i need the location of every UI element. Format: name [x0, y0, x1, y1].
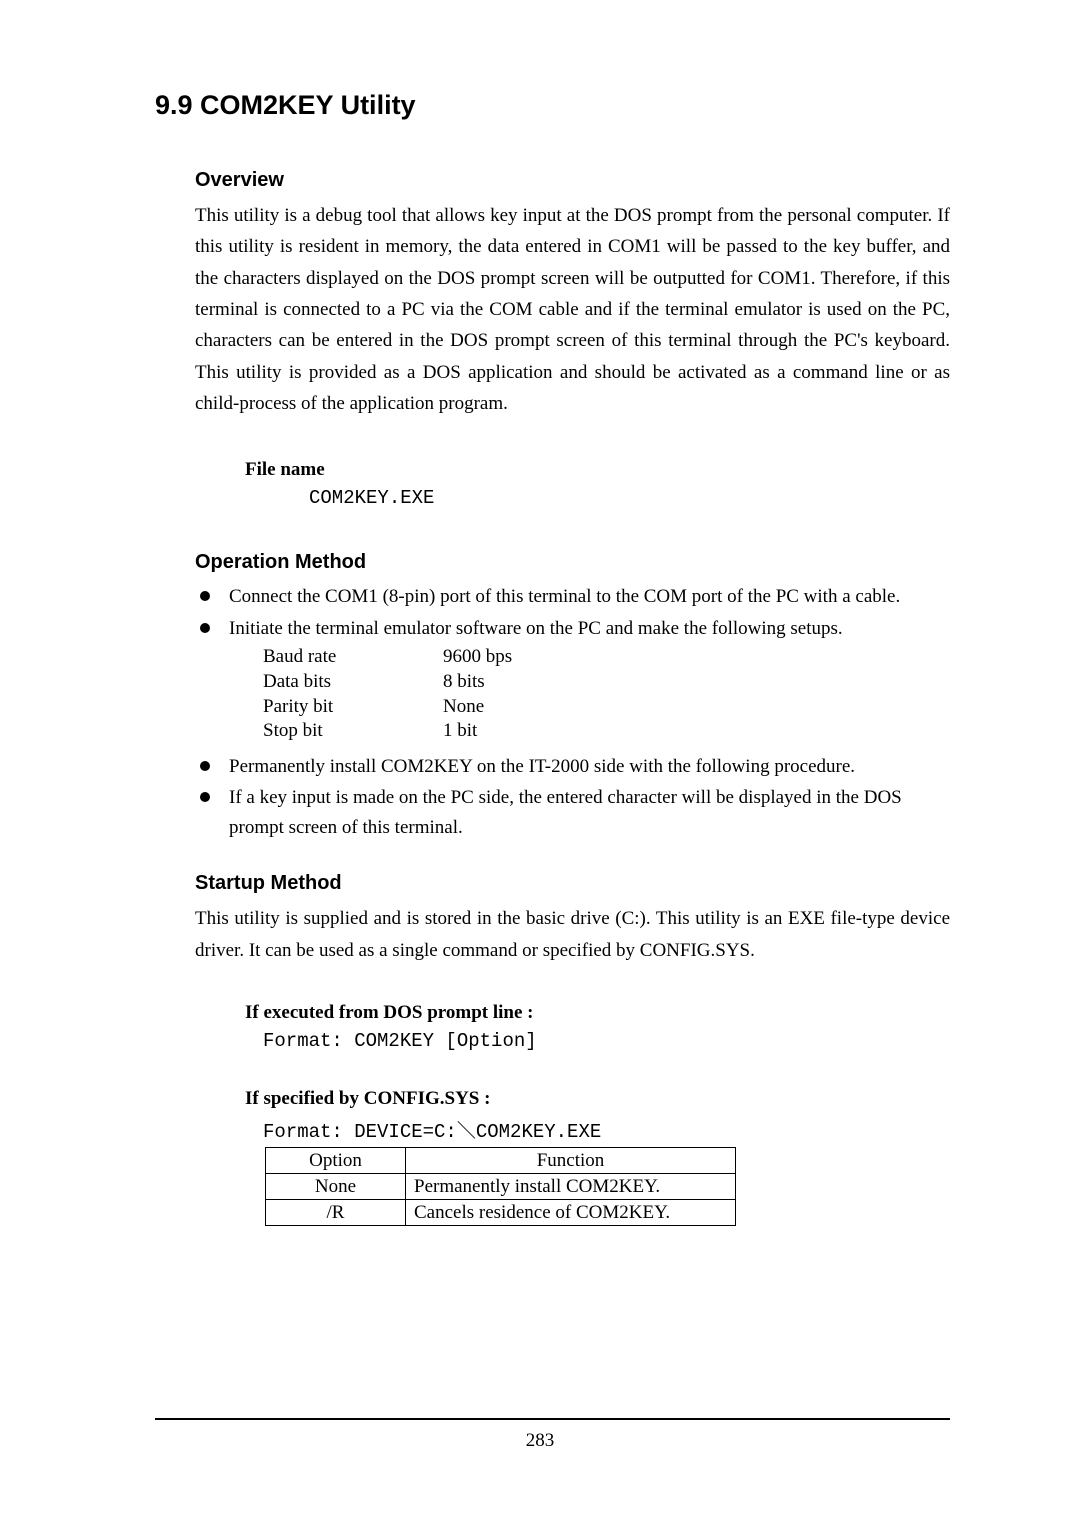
data-bits-row: Data bits8 bits: [263, 670, 950, 695]
list-item: If a key input is made on the PC side, t…: [195, 783, 950, 842]
table-header-row: Option Function: [266, 1148, 736, 1174]
operation-steps: Connect the COM1 (8-pin) port of this te…: [195, 582, 950, 643]
page-title: 9.9 COM2KEY Utility: [155, 90, 950, 121]
operation-steps-2: Permanently install COM2KEY on the IT-20…: [195, 752, 950, 842]
setting-label: Baud rate: [263, 645, 443, 670]
overview-paragraph: This utility is a debug tool that allows…: [195, 200, 950, 419]
stop-bit-row: Stop bit1 bit: [263, 719, 950, 744]
setting-value: 9600 bps: [443, 646, 512, 667]
setting-label: Data bits: [263, 670, 443, 695]
function-cell: Permanently install COM2KEY.: [406, 1174, 736, 1200]
list-item: Connect the COM1 (8-pin) port of this te…: [195, 582, 950, 611]
startup-paragraph: This utility is supplied and is stored i…: [195, 903, 950, 966]
list-item: Permanently install COM2KEY on the IT-20…: [195, 752, 950, 781]
dos-prompt-label: If executed from DOS prompt line :: [245, 1002, 950, 1024]
baud-rate-row: Baud rate9600 bps: [263, 645, 950, 670]
config-sys-format: Format: DEVICE=C:＼COM2KEY.EXE: [263, 1116, 950, 1143]
option-cell: /R: [266, 1200, 406, 1226]
footer-rule: [155, 1418, 950, 1420]
list-item: Initiate the terminal emulator software …: [195, 614, 950, 643]
operation-heading: Operation Method: [195, 551, 950, 574]
config-sys-label: If specified by CONFIG.SYS :: [245, 1088, 950, 1110]
page-body: Overview This utility is a debug tool th…: [195, 169, 950, 1226]
table-row: None Permanently install COM2KEY.: [266, 1174, 736, 1200]
setting-value: 8 bits: [443, 671, 485, 692]
page-number: 283: [0, 1430, 1080, 1452]
startup-heading: Startup Method: [195, 872, 950, 895]
option-header: Option: [266, 1148, 406, 1174]
file-name-label: File name: [245, 459, 950, 481]
setting-value: 1 bit: [443, 720, 477, 741]
serial-settings: Baud rate9600 bps Data bits8 bits Parity…: [263, 645, 950, 744]
list-item-text: If a key input is made on the PC side, t…: [229, 787, 902, 837]
function-header: Function: [406, 1148, 736, 1174]
setting-label: Stop bit: [263, 719, 443, 744]
overview-heading: Overview: [195, 169, 950, 192]
function-cell: Cancels residence of COM2KEY.: [406, 1200, 736, 1226]
parity-bit-row: Parity bitNone: [263, 695, 950, 720]
option-cell: None: [266, 1174, 406, 1200]
dos-prompt-format: Format: COM2KEY [Option]: [263, 1030, 950, 1052]
setting-value: None: [443, 696, 484, 717]
options-table: Option Function None Permanently install…: [265, 1147, 736, 1226]
table-row: /R Cancels residence of COM2KEY.: [266, 1200, 736, 1226]
file-name-value: COM2KEY.EXE: [309, 487, 950, 509]
setting-label: Parity bit: [263, 695, 443, 720]
